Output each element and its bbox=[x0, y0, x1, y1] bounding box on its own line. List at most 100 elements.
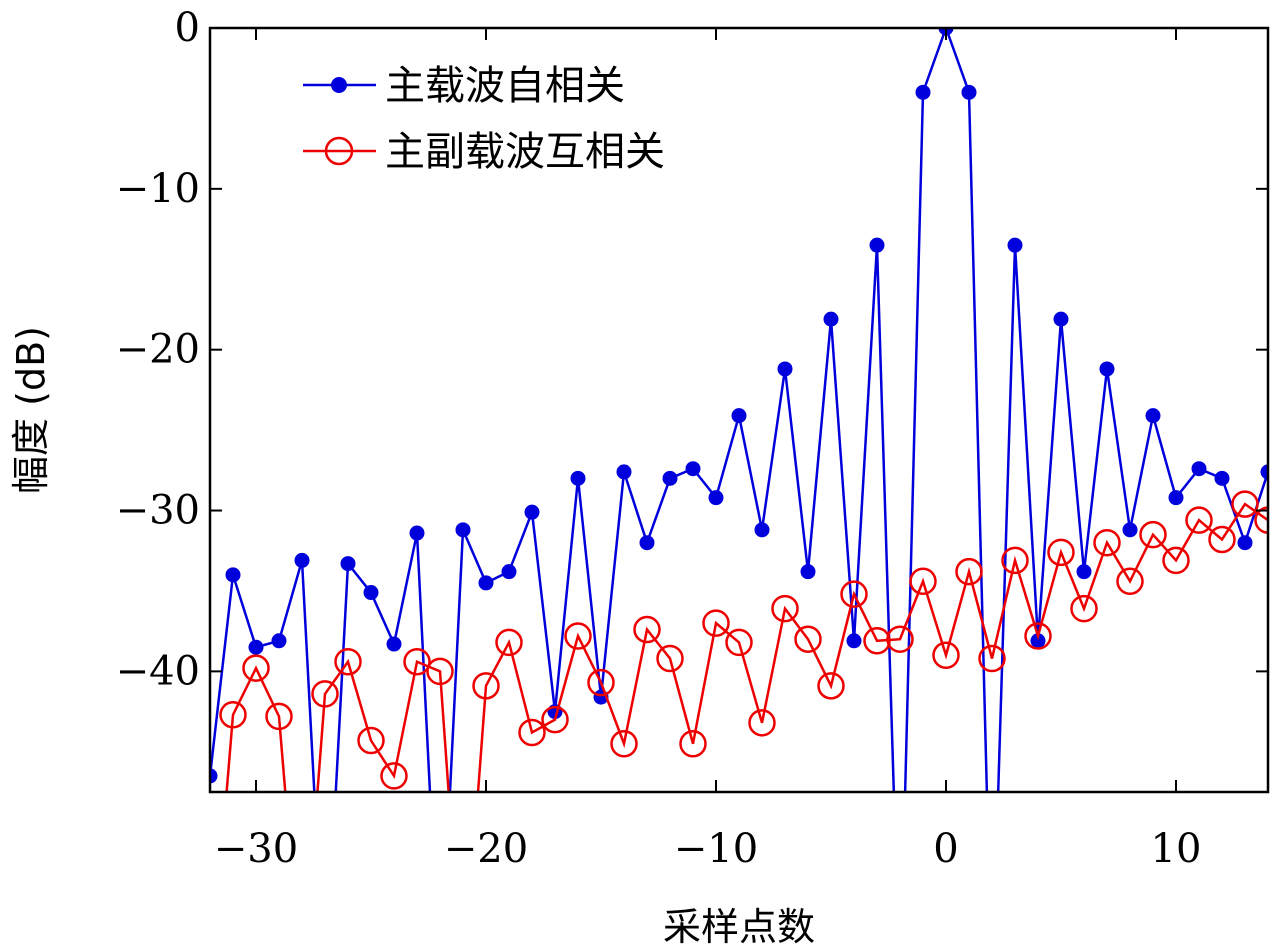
data-point-crosscorrelation bbox=[748, 709, 776, 737]
y-tick-label: 0 bbox=[175, 5, 200, 51]
y-axis-label: 幅度 (dB) bbox=[9, 326, 53, 494]
data-point-crosscorrelation bbox=[1070, 594, 1098, 623]
data-point-crosscorrelation bbox=[587, 668, 615, 697]
data-point-crosscorrelation bbox=[564, 622, 592, 650]
data-point-autocorrelation bbox=[225, 567, 241, 583]
data-point-autocorrelation bbox=[685, 461, 701, 477]
data-point-autocorrelation bbox=[961, 84, 977, 100]
data-point-crosscorrelation bbox=[1001, 546, 1029, 575]
data-point-autocorrelation bbox=[271, 633, 287, 649]
legend-label-autocorrelation: 主载波自相关 bbox=[385, 63, 625, 109]
data-point-autocorrelation bbox=[777, 361, 793, 377]
data-point-crosscorrelation bbox=[978, 644, 1006, 673]
y-tick-label: −10 bbox=[116, 166, 200, 212]
data-point-autocorrelation bbox=[1214, 470, 1230, 486]
data-point-autocorrelation bbox=[1168, 490, 1184, 506]
legend-marker-open-circle bbox=[324, 136, 354, 166]
x-tick-label: 10 bbox=[1151, 826, 1202, 872]
data-point-autocorrelation bbox=[340, 556, 356, 572]
data-point-crosscorrelation bbox=[955, 557, 983, 586]
data-point-crosscorrelation bbox=[1116, 567, 1144, 596]
series-layer bbox=[210, 28, 1268, 792]
data-point-crosscorrelation bbox=[679, 729, 707, 758]
data-point-crosscorrelation bbox=[1231, 490, 1259, 518]
legend: 主载波自相关 主副载波互相关 bbox=[303, 63, 665, 175]
data-point-crosscorrelation bbox=[311, 680, 339, 708]
data-point-autocorrelation bbox=[1260, 464, 1268, 480]
legend-marker-filled-circle bbox=[331, 77, 347, 93]
data-point-crosscorrelation bbox=[426, 657, 454, 686]
data-point-crosscorrelation bbox=[357, 726, 385, 755]
data-point-autocorrelation bbox=[210, 768, 218, 784]
data-point-crosscorrelation bbox=[702, 609, 730, 637]
legend-entry-autocorrelation: 主载波自相关 bbox=[303, 63, 625, 109]
data-point-crosscorrelation bbox=[1047, 538, 1075, 567]
data-point-autocorrelation bbox=[1122, 522, 1138, 538]
data-point-crosscorrelation bbox=[1254, 506, 1268, 534]
data-point-autocorrelation bbox=[1191, 461, 1207, 477]
data-point-autocorrelation bbox=[1237, 535, 1253, 551]
y-tick-label: −40 bbox=[116, 648, 200, 694]
data-point-crosscorrelation bbox=[265, 702, 293, 731]
data-point-autocorrelation bbox=[524, 504, 540, 520]
data-point-autocorrelation bbox=[1145, 408, 1161, 424]
data-point-crosscorrelation bbox=[242, 654, 270, 682]
data-point-autocorrelation bbox=[708, 490, 724, 506]
data-point-autocorrelation bbox=[248, 639, 264, 655]
data-point-crosscorrelation bbox=[1093, 528, 1121, 557]
data-point-crosscorrelation bbox=[817, 672, 845, 700]
data-point-autocorrelation bbox=[754, 522, 770, 538]
data-point-autocorrelation bbox=[1030, 633, 1046, 649]
data-point-autocorrelation bbox=[800, 564, 816, 580]
data-point-autocorrelation bbox=[731, 408, 747, 424]
data-point-autocorrelation bbox=[570, 470, 586, 486]
data-point-crosscorrelation bbox=[610, 729, 638, 758]
data-point-crosscorrelation bbox=[219, 701, 247, 729]
data-point-crosscorrelation bbox=[472, 672, 500, 700]
data-point-crosscorrelation bbox=[1024, 622, 1052, 650]
legend-entry-crosscorrelation: 主副载波互相关 bbox=[303, 129, 665, 175]
data-point-autocorrelation bbox=[915, 84, 931, 100]
series-line-0 bbox=[210, 28, 1268, 792]
x-axis-label: 采样点数 bbox=[663, 905, 815, 949]
data-point-autocorrelation bbox=[363, 585, 379, 601]
data-point-crosscorrelation bbox=[909, 567, 937, 596]
x-tick-label: −30 bbox=[214, 826, 298, 872]
data-point-crosscorrelation bbox=[1208, 525, 1236, 554]
data-point-autocorrelation bbox=[1053, 311, 1069, 327]
data-point-crosscorrelation bbox=[1139, 520, 1167, 549]
y-tick-label: −20 bbox=[116, 327, 200, 373]
plot-frame bbox=[208, 26, 1270, 794]
data-point-autocorrelation bbox=[846, 633, 862, 649]
data-point-autocorrelation bbox=[1099, 361, 1115, 377]
data-point-crosscorrelation bbox=[840, 580, 868, 608]
data-point-crosscorrelation bbox=[932, 641, 960, 670]
data-point-autocorrelation bbox=[409, 525, 425, 541]
data-point-autocorrelation bbox=[823, 311, 839, 327]
y-tick-label: −30 bbox=[116, 488, 200, 534]
x-tick-label: −10 bbox=[674, 826, 758, 872]
data-point-autocorrelation bbox=[294, 552, 310, 568]
data-point-crosscorrelation bbox=[725, 628, 753, 657]
data-point-crosscorrelation bbox=[794, 625, 822, 653]
data-point-crosscorrelation bbox=[518, 718, 546, 747]
data-point-crosscorrelation bbox=[886, 625, 914, 653]
x-tick-label: 0 bbox=[933, 826, 958, 872]
y-tick-labels: 0 −10 −20 −30 −40 bbox=[116, 5, 200, 694]
data-point-autocorrelation bbox=[501, 564, 517, 580]
data-point-crosscorrelation bbox=[863, 627, 891, 655]
data-point-crosscorrelation bbox=[380, 762, 408, 790]
data-point-crosscorrelation bbox=[334, 647, 362, 676]
data-point-crosscorrelation bbox=[1162, 546, 1190, 575]
series-line-1 bbox=[225, 502, 1268, 792]
data-point-autocorrelation bbox=[386, 636, 402, 652]
data-point-crosscorrelation bbox=[771, 594, 799, 623]
x-tick-labels: −30 −20 −10 0 10 bbox=[214, 826, 1202, 872]
data-point-crosscorrelation bbox=[1185, 506, 1213, 534]
data-point-autocorrelation bbox=[478, 575, 494, 591]
data-point-autocorrelation bbox=[616, 464, 632, 480]
x-tick-label: −20 bbox=[444, 826, 528, 872]
data-point-crosscorrelation bbox=[541, 705, 569, 734]
data-point-autocorrelation bbox=[455, 522, 471, 538]
